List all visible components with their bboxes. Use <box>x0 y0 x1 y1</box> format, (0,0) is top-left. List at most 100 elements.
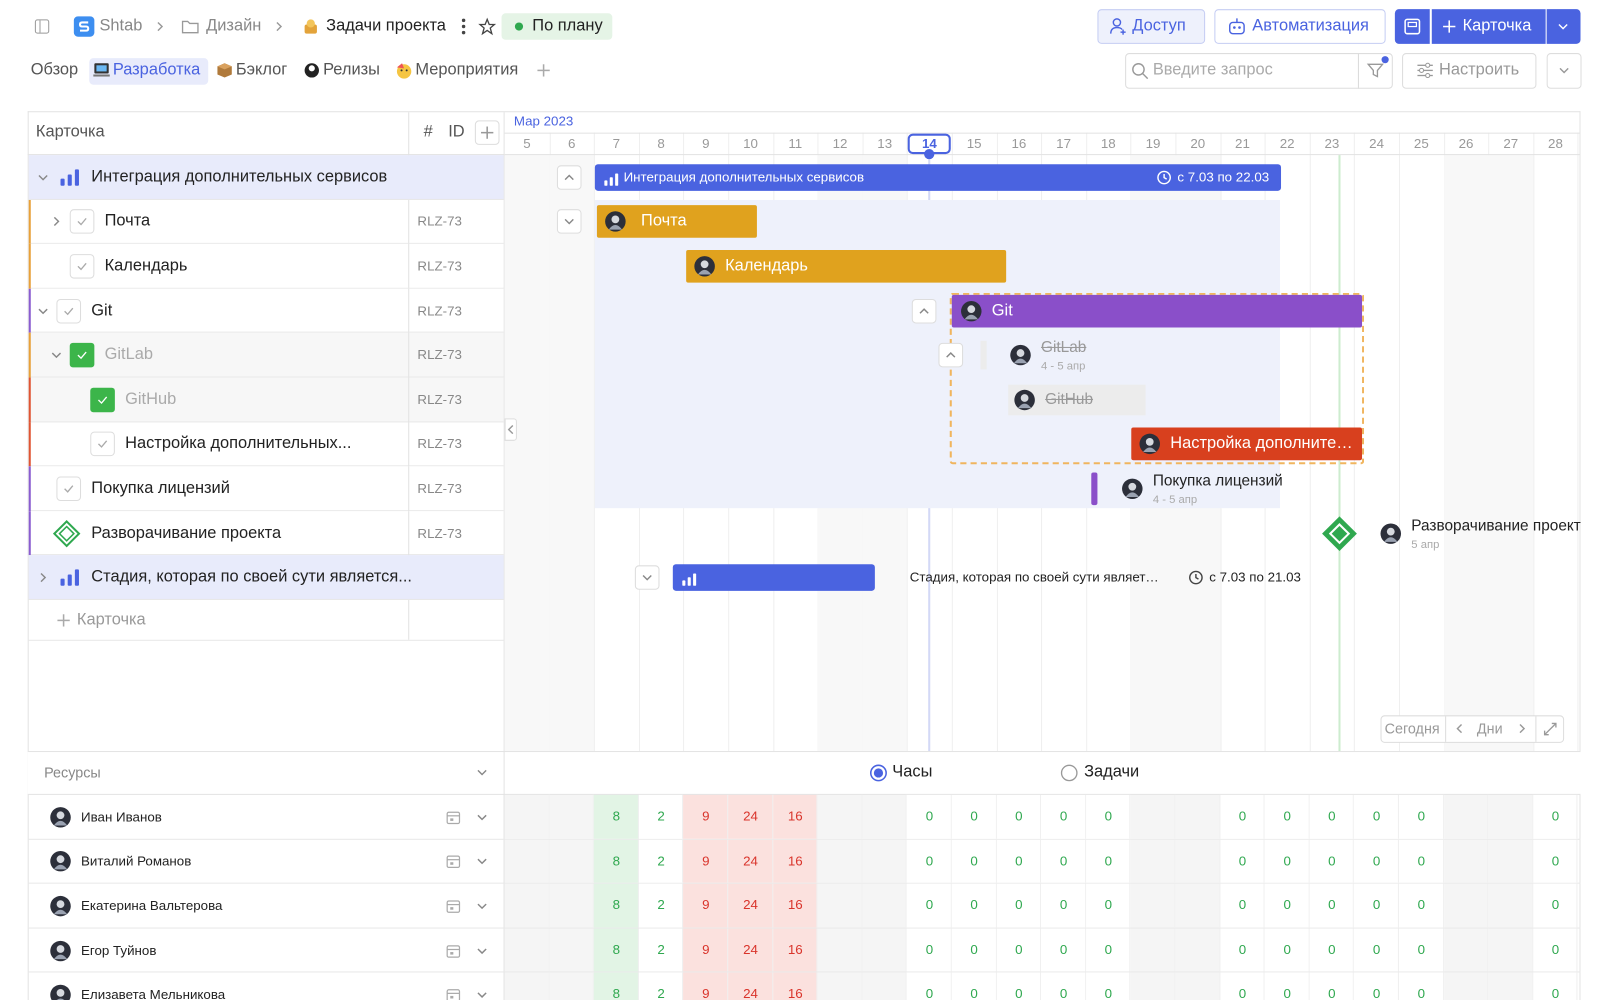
task-marker[interactable] <box>1091 472 1098 506</box>
today-dot <box>924 148 935 160</box>
hours-value: 0 <box>1551 897 1560 913</box>
hours-value: 24 <box>743 808 758 824</box>
bar-title[interactable]: Покупка лицензий <box>1152 472 1283 490</box>
hours-value: 0 <box>1283 986 1291 1000</box>
person-name[interactable]: Елизавета Мельникова <box>81 986 226 1000</box>
table-row[interactable] <box>28 244 504 289</box>
mode-option[interactable]: Часы <box>892 763 933 781</box>
task-bar[interactable] <box>1131 427 1363 461</box>
hours-value: 8 <box>612 808 621 824</box>
collapse-toggle[interactable] <box>911 298 937 324</box>
row-title[interactable]: Интеграция дополнительных сервисов <box>91 168 388 186</box>
scale-label[interactable]: Дни <box>1476 720 1503 737</box>
row-title[interactable]: GitLab <box>104 346 153 364</box>
row-checkbox[interactable] <box>56 476 82 502</box>
table-row[interactable] <box>28 466 504 512</box>
task-bar[interactable] <box>686 250 1007 283</box>
tab[interactable]: Релизы <box>323 61 380 79</box>
row-checkbox[interactable] <box>90 387 115 413</box>
person-name[interactable]: Екатерина Вальтерова <box>81 897 223 914</box>
row-checkbox[interactable] <box>69 209 95 235</box>
avatar <box>1014 389 1035 410</box>
avatar <box>50 806 71 828</box>
resources-title: Ресурсы <box>44 764 101 781</box>
add-card-row[interactable] <box>28 600 504 641</box>
hours-cell <box>951 883 997 928</box>
table-row[interactable] <box>28 555 504 600</box>
table-row[interactable] <box>28 155 504 200</box>
hours-value: 0 <box>925 986 934 1000</box>
tab[interactable]: Бэклог <box>235 61 288 79</box>
configure-button[interactable] <box>1402 53 1537 89</box>
row-id: RLZ-73 <box>417 525 462 541</box>
panel-collapse[interactable] <box>504 418 517 441</box>
hours-value: 9 <box>702 897 710 913</box>
hours-cell <box>638 794 684 839</box>
stage-bar[interactable] <box>672 564 875 592</box>
breadcrumb[interactable]: Shtab <box>99 17 143 35</box>
hours-cell <box>1309 972 1355 1000</box>
row-title[interactable]: GitHub <box>125 390 177 408</box>
row-checkbox[interactable] <box>90 432 115 457</box>
hours-cell <box>1175 972 1221 1000</box>
hours-cell <box>1354 928 1399 972</box>
row-checkbox[interactable] <box>56 298 82 324</box>
row-title[interactable]: Почта <box>104 212 151 230</box>
hours-value: 0 <box>1015 986 1023 1000</box>
person-name[interactable]: Иван Иванов <box>81 808 162 825</box>
hours-value: 0 <box>1015 897 1023 913</box>
collapse-toggle[interactable] <box>938 343 964 368</box>
day-grid-line <box>1577 132 1579 753</box>
calendar-icon <box>446 855 461 869</box>
tab[interactable]: Разработка <box>112 61 201 79</box>
row-title[interactable]: Git <box>91 301 113 319</box>
row-title[interactable]: Стадия, которая по своей сути является..… <box>91 568 412 586</box>
today-button[interactable]: Сегодня <box>1384 720 1440 737</box>
tab[interactable]: Мероприятия <box>415 61 519 79</box>
filter-button[interactable] <box>1357 53 1393 89</box>
hours-cell <box>1309 794 1355 839</box>
row-title[interactable]: Разворачивание проекта <box>91 524 282 542</box>
table-row[interactable] <box>28 199 504 245</box>
hours-value: 0 <box>925 852 934 868</box>
table-row[interactable] <box>28 511 504 556</box>
person-name[interactable]: Виталий Романов <box>81 853 192 869</box>
hours-cell <box>504 839 550 883</box>
hours-cell <box>1443 883 1489 928</box>
bar-title[interactable]: Разворачивание проекта <box>1411 516 1581 535</box>
hours-cell <box>594 883 639 928</box>
row-checkbox[interactable] <box>69 254 95 279</box>
collapse-toggle[interactable] <box>556 165 582 190</box>
row-title[interactable]: Календарь <box>104 257 188 275</box>
collapse-toggle[interactable] <box>556 209 582 235</box>
mode-option[interactable]: Задачи <box>1084 763 1140 781</box>
status-text: По плану <box>532 17 603 35</box>
access-button[interactable] <box>1097 9 1206 44</box>
collapse-button[interactable] <box>1546 53 1582 89</box>
hours-value: 0 <box>1059 808 1068 824</box>
person-name[interactable]: Егор Туйнов <box>81 942 157 958</box>
hours-cell <box>1533 839 1578 883</box>
avatar <box>50 984 71 1000</box>
stage-bar[interactable] <box>594 164 1282 191</box>
table-row[interactable] <box>28 333 504 378</box>
hours-value: 16 <box>787 897 803 913</box>
row-checkbox[interactable] <box>69 343 95 368</box>
row-title[interactable]: Покупка лицензий <box>91 479 230 497</box>
table-row[interactable] <box>28 288 504 334</box>
task-bar[interactable] <box>951 294 1363 328</box>
hours-cell <box>1398 794 1444 839</box>
row-toggle <box>53 217 60 227</box>
bar-title[interactable]: GitLab <box>1041 338 1087 357</box>
avatar <box>1380 523 1402 544</box>
board <box>27 111 1581 1000</box>
tab[interactable]: Обзор <box>30 61 79 79</box>
add-column[interactable] <box>474 120 500 145</box>
left-panel-divider <box>503 112 505 1000</box>
breadcrumb[interactable]: Дизайн <box>206 17 262 35</box>
hours-value: 8 <box>612 986 621 1000</box>
new-card-menu[interactable] <box>1546 9 1581 44</box>
collapse-toggle[interactable] <box>634 565 660 590</box>
row-title[interactable]: Настройка дополнительных... <box>125 435 352 453</box>
automation-button[interactable] <box>1214 9 1386 44</box>
